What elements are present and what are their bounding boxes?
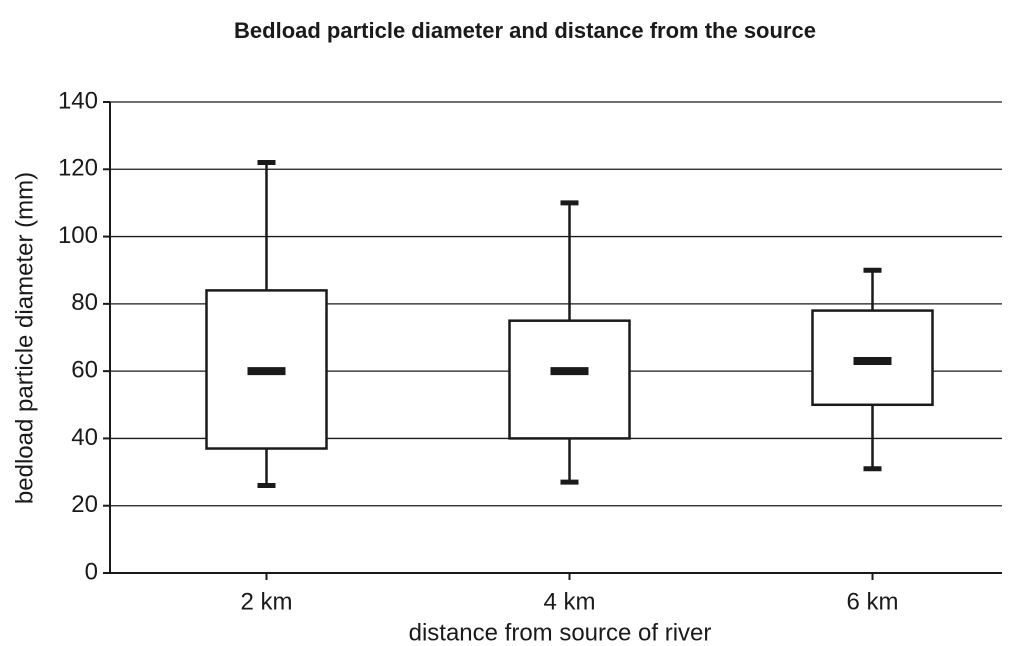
x-tick-label: 6 km bbox=[846, 588, 898, 615]
x-tick-label: 2 km bbox=[240, 588, 292, 615]
y-tick-label: 100 bbox=[58, 222, 98, 249]
y-tick-label: 80 bbox=[71, 289, 98, 316]
box bbox=[508, 319, 631, 440]
y-tick-label: 20 bbox=[71, 491, 98, 518]
y-tick-label: 140 bbox=[58, 87, 98, 114]
x-axis-label: distance from source of river bbox=[409, 619, 712, 646]
y-tick-label: 120 bbox=[58, 155, 98, 182]
y-tick-label: 0 bbox=[85, 558, 98, 585]
x-tick-label: 4 km bbox=[543, 588, 595, 615]
y-tick-label: 60 bbox=[71, 356, 98, 383]
chart-title: Bedload particle diameter and distance f… bbox=[234, 18, 816, 43]
y-tick-label: 40 bbox=[71, 424, 98, 451]
y-axis-label: bedload particle diameter (mm) bbox=[11, 172, 38, 504]
